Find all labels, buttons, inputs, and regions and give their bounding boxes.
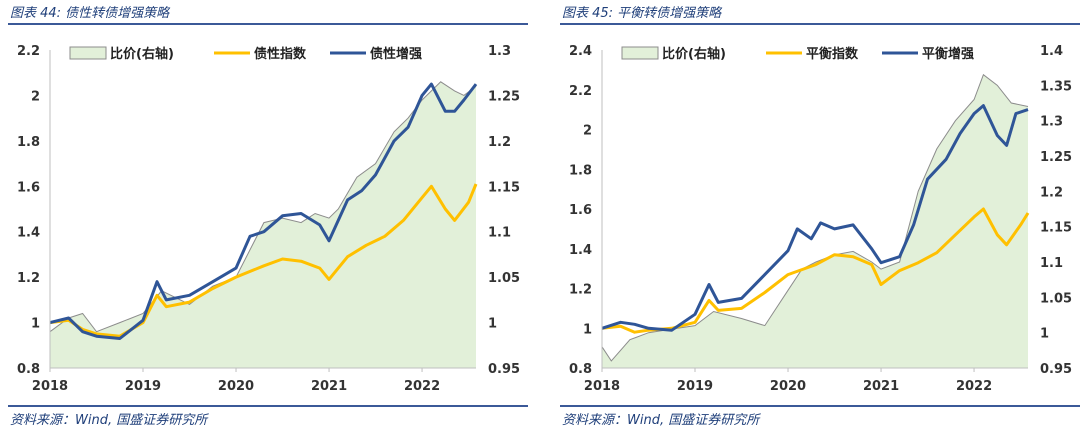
y-left-tick-label: 0.8 [569,362,592,377]
x-tick-label: 2022 [404,379,440,394]
legend-label: 债性指数 [254,46,307,62]
y-right-tick-label: 1 [488,317,497,332]
y-right-tick-label: 1.1 [488,226,511,241]
source-rule [560,405,1080,407]
y-left-tick-label: 2.4 [569,44,592,59]
source-note: 资料来源：Wind, 国盛证券研究所 [562,413,760,428]
chart-45-svg: 0.8 1 1.2 1.4 1.6 1.8 2 2.2 2.4 0.95 1 1.05 1.1 1.15 1… [569,44,1072,394]
y-left-tick-label: 2.2 [17,44,40,59]
y-left-tick-label: 2 [583,124,592,139]
y-right-tick-label: 1.25 [1040,150,1072,165]
x-tick-label: 2022 [956,379,992,394]
y-right-tick-label: 0.95 [1040,362,1072,377]
series-area-0 [602,74,1028,368]
y-right-tick-label: 1.05 [488,271,520,286]
x-tick-label: 2020 [770,379,806,394]
y-right-tick-label: 1 [1040,327,1049,342]
legend-label: 平衡增强 [922,46,974,62]
y-left-tick-label: 2.2 [569,84,592,99]
series-line-2 [49,82,478,340]
title-rule [560,23,1080,25]
title-rule [8,23,528,25]
y-right-tick-label: 1.3 [1040,115,1063,130]
x-tick-label: 2019 [125,379,161,394]
source-rule [8,405,528,407]
y-right-tick-label: 1.3 [488,44,511,59]
y-right-tick-label: 1.25 [488,89,520,104]
x-tick-label: 2018 [32,379,68,394]
y-right-tick-label: 1.05 [1040,291,1072,306]
x-tick-label: 2020 [218,379,254,394]
legend-swatch-area [621,46,659,60]
y-left-tick-label: 1.4 [569,243,592,258]
y-right-tick-label: 0.95 [488,362,520,377]
chart-panel-45: 图表 45: 平衡转债增强策略 0.8 1 1.2 1.4 1.6 1.8 2 2.2 2.4 0… [560,0,1080,429]
legend-label: 比价(右轴) [110,46,174,62]
series-line-2 [601,104,1029,332]
y-right-tick-label: 1.2 [1040,185,1063,200]
y-left-tick-label: 1.2 [17,271,40,286]
y-left-tick-label: 1 [31,317,40,332]
y-left-tick-label: 0.8 [17,362,40,377]
y-left-tick-label: 2 [31,89,40,104]
y-right-tick-label: 1.1 [1040,256,1063,271]
y-left-tick-label: 1.8 [569,163,592,178]
legend-swatch-area [69,46,107,60]
y-left-tick-label: 1.6 [17,180,40,195]
legend-label: 比价(右轴) [662,46,726,62]
x-tick-label: 2021 [863,379,899,394]
legend-label: 债性增强 [370,46,422,62]
figure-title: 图表 44: 债性转债增强策略 [10,6,170,21]
x-tick-label: 2019 [677,379,713,394]
y-right-tick-label: 1.15 [488,180,520,195]
legend-label: 平衡指数 [806,46,859,62]
y-right-tick-label: 1.2 [488,135,511,150]
x-tick-label: 2018 [584,379,620,394]
chart-panel-44: 图表 44: 债性转债增强策略 0.8 1 1.2 1.4 1.6 1.8 2 2.2 0.95… [8,0,528,429]
y-left-tick-label: 1.4 [17,226,40,241]
y-right-tick-label: 1.4 [1040,44,1063,59]
y-left-tick-label: 1.2 [569,283,592,298]
y-left-tick-label: 1.6 [569,203,592,218]
y-left-tick-label: 1.8 [17,135,40,150]
source-note: 资料来源：Wind, 国盛证券研究所 [10,413,208,428]
chart-44-svg: 0.8 1 1.2 1.4 1.6 1.8 2 2.2 0.95 1 1.05 1.1 1.15 1.2 1… [17,44,520,394]
y-right-tick-label: 1.15 [1040,221,1072,236]
figure-title: 图表 45: 平衡转债增强策略 [562,6,722,21]
y-right-tick-label: 1.35 [1040,79,1072,94]
x-tick-label: 2021 [311,379,347,394]
y-left-tick-label: 1 [583,322,592,337]
